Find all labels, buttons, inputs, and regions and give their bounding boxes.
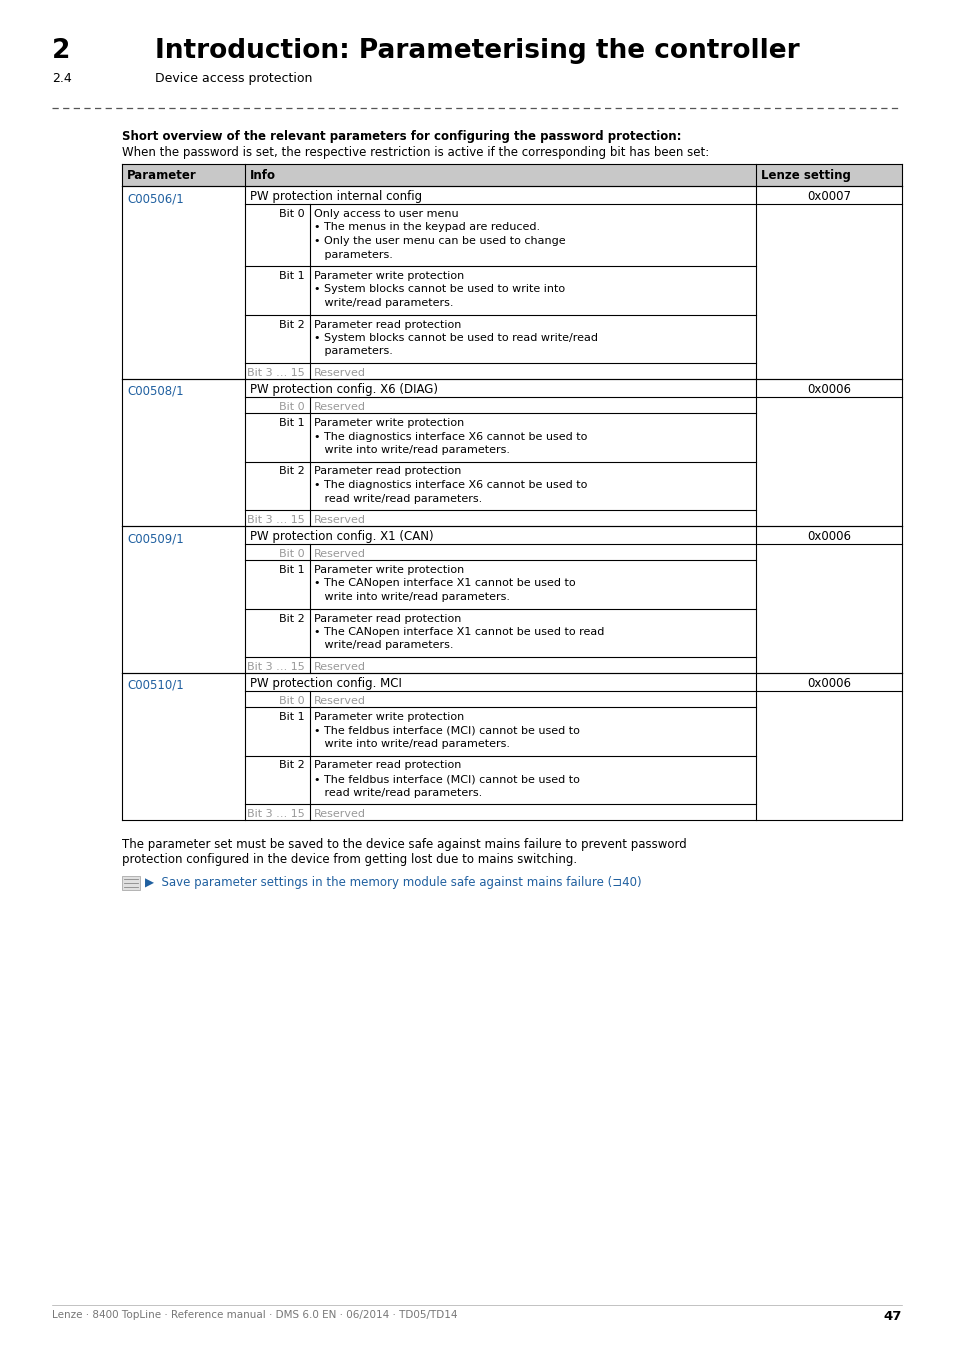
Text: Device access protection: Device access protection	[154, 72, 312, 85]
Text: Reserved: Reserved	[314, 809, 366, 819]
Text: PW protection config. MCI: PW protection config. MCI	[250, 676, 401, 690]
Text: C00506/1: C00506/1	[127, 192, 184, 205]
Text: Parameter: Parameter	[127, 169, 196, 182]
Text: • The CANopen interface X1 cannot be used to: • The CANopen interface X1 cannot be use…	[314, 579, 575, 589]
Text: parameters.: parameters.	[314, 347, 393, 356]
Text: ▶  Save parameter settings in the memory module safe against mains failure (⊐40): ▶ Save parameter settings in the memory …	[145, 876, 641, 890]
Text: 2.4: 2.4	[52, 72, 71, 85]
Text: 0x0006: 0x0006	[806, 676, 850, 690]
Text: Lenze · 8400 TopLine · Reference manual · DMS 6.0 EN · 06/2014 · TD05/TD14: Lenze · 8400 TopLine · Reference manual …	[52, 1310, 457, 1320]
Text: Parameter read protection: Parameter read protection	[314, 760, 461, 771]
Text: Lenze setting: Lenze setting	[760, 169, 850, 182]
Text: write into write/read parameters.: write into write/read parameters.	[314, 738, 510, 749]
Text: Short overview of the relevant parameters for configuring the password protectio: Short overview of the relevant parameter…	[122, 130, 680, 143]
Text: Bit 0: Bit 0	[279, 549, 305, 559]
Text: read write/read parameters.: read write/read parameters.	[314, 787, 482, 798]
Text: Bit 0: Bit 0	[279, 209, 305, 219]
Text: write into write/read parameters.: write into write/read parameters.	[314, 593, 510, 602]
Text: • The menus in the keypad are reduced.: • The menus in the keypad are reduced.	[314, 223, 539, 232]
Text: parameters.: parameters.	[314, 250, 393, 259]
Text: Reserved: Reserved	[314, 514, 366, 525]
Text: • The diagnostics interface X6 cannot be used to: • The diagnostics interface X6 cannot be…	[314, 481, 587, 490]
Text: • The feldbus interface (MCI) cannot be used to: • The feldbus interface (MCI) cannot be …	[314, 725, 579, 736]
Text: write into write/read parameters.: write into write/read parameters.	[314, 446, 510, 455]
Text: Parameter read protection: Parameter read protection	[314, 613, 461, 624]
Text: Reserved: Reserved	[314, 369, 366, 378]
Bar	[122, 163, 901, 186]
Text: • Only the user menu can be used to change: • Only the user menu can be used to chan…	[314, 236, 565, 246]
Text: • The diagnostics interface X6 cannot be used to: • The diagnostics interface X6 cannot be…	[314, 432, 587, 441]
Text: C00509/1: C00509/1	[127, 532, 184, 545]
Text: Bit 1: Bit 1	[279, 711, 305, 722]
Text: Reserved: Reserved	[314, 662, 366, 672]
Text: 0x0007: 0x0007	[806, 190, 850, 202]
Text: Bit 3 … 15: Bit 3 … 15	[247, 369, 305, 378]
Text: Bit 0: Bit 0	[279, 697, 305, 706]
Text: Parameter read protection: Parameter read protection	[314, 467, 461, 477]
Text: write/read parameters.: write/read parameters.	[314, 298, 453, 308]
Text: Parameter write protection: Parameter write protection	[314, 711, 464, 722]
Text: • System blocks cannot be used to write into: • System blocks cannot be used to write …	[314, 285, 564, 294]
Text: 2: 2	[52, 38, 71, 63]
Text: Only access to user menu: Only access to user menu	[314, 209, 458, 219]
Text: 0x0006: 0x0006	[806, 531, 850, 543]
Text: The parameter set must be saved to the device safe against mains failure to prev: The parameter set must be saved to the d…	[122, 838, 686, 865]
Text: Bit 1: Bit 1	[279, 271, 305, 281]
Text: Bit 2: Bit 2	[279, 613, 305, 624]
Bar	[122, 876, 140, 890]
Text: Bit 3 … 15: Bit 3 … 15	[247, 662, 305, 672]
Text: Bit 3 … 15: Bit 3 … 15	[247, 514, 305, 525]
Text: Bit 2: Bit 2	[279, 467, 305, 477]
Text: Parameter read protection: Parameter read protection	[314, 320, 461, 329]
Text: Bit 1: Bit 1	[279, 418, 305, 428]
Text: Parameter write protection: Parameter write protection	[314, 271, 464, 281]
Text: read write/read parameters.: read write/read parameters.	[314, 494, 482, 504]
Text: 0x0006: 0x0006	[806, 383, 850, 396]
Text: Parameter write protection: Parameter write protection	[314, 566, 464, 575]
Text: Introduction: Parameterising the controller: Introduction: Parameterising the control…	[154, 38, 799, 63]
Text: • System blocks cannot be used to read write/read: • System blocks cannot be used to read w…	[314, 333, 598, 343]
Text: Bit 3 … 15: Bit 3 … 15	[247, 809, 305, 819]
Text: C00508/1: C00508/1	[127, 385, 183, 398]
Text: Bit 0: Bit 0	[279, 402, 305, 412]
Text: PW protection config. X6 (DIAG): PW protection config. X6 (DIAG)	[250, 383, 437, 396]
Text: When the password is set, the respective restriction is active if the correspond: When the password is set, the respective…	[122, 146, 708, 159]
Text: C00510/1: C00510/1	[127, 679, 184, 693]
Text: Info: Info	[250, 169, 275, 182]
Text: • The feldbus interface (MCI) cannot be used to: • The feldbus interface (MCI) cannot be …	[314, 774, 579, 784]
Text: 47: 47	[882, 1310, 901, 1323]
Text: Reserved: Reserved	[314, 697, 366, 706]
Text: PW protection internal config: PW protection internal config	[250, 190, 421, 202]
Text: • The CANopen interface X1 cannot be used to read: • The CANopen interface X1 cannot be use…	[314, 626, 604, 637]
Text: write/read parameters.: write/read parameters.	[314, 640, 453, 651]
Text: Bit 2: Bit 2	[279, 760, 305, 771]
Text: Bit 1: Bit 1	[279, 566, 305, 575]
Text: PW protection config. X1 (CAN): PW protection config. X1 (CAN)	[250, 531, 434, 543]
Text: Reserved: Reserved	[314, 402, 366, 412]
Text: Bit 2: Bit 2	[279, 320, 305, 329]
Text: Parameter write protection: Parameter write protection	[314, 418, 464, 428]
Text: Reserved: Reserved	[314, 549, 366, 559]
